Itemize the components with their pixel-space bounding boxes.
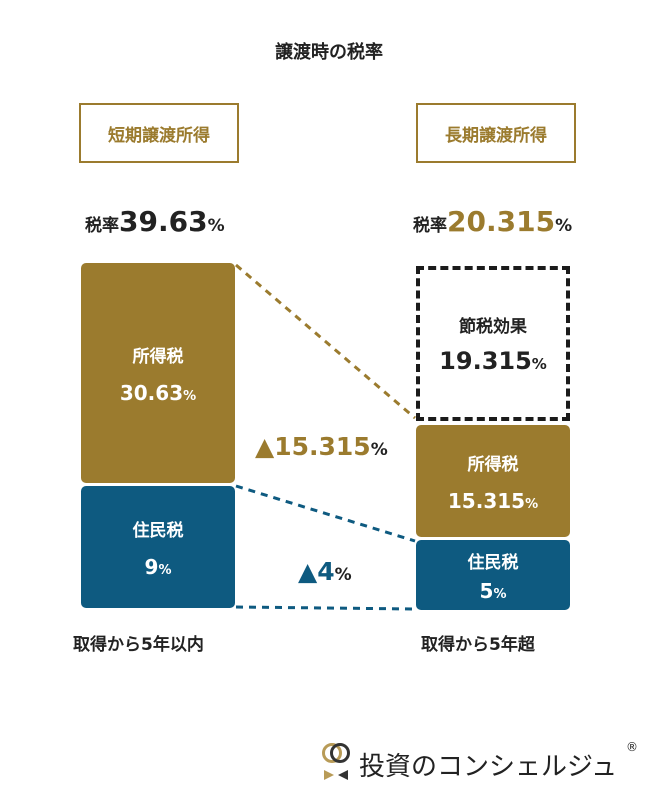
rate-prefix: 税率 [85,216,119,236]
rate-value: 39.63 [119,205,208,238]
bar-value: 9% [145,555,172,579]
delta-value: ▲15.315 [255,432,371,461]
long-term-rate: 税率20.315% [413,205,572,238]
short-term-footer: 取得から5年以内 [73,635,204,655]
short-term-rate: 税率39.63% [85,205,225,238]
short-income-tax-bar: 所得税 30.63% [81,263,235,483]
income-connector-line [235,263,416,420]
delta-unit: % [370,440,388,460]
rate-value: 20.315 [447,205,556,238]
long-resident-tax-bar: 住民税 5% [416,540,570,610]
bar-value: 5% [480,579,507,603]
value-unit: % [493,586,507,602]
value-unit: % [525,496,539,512]
value-unit: % [183,388,197,404]
value-number: 30.63 [119,380,184,405]
registered-mark: ® [626,740,638,754]
value-number: 5 [479,578,494,603]
rate-unit: % [207,216,225,236]
resident-upper-connector-line [235,484,416,543]
bar-value: 30.63% [120,381,196,405]
brand-logo-icon [322,743,350,780]
value-unit: % [158,562,172,578]
long-income-tax-bar: 所得税 15.315% [416,425,570,537]
saving-value: 19.315% [439,347,547,375]
value-number: 15.315 [447,488,526,513]
resident-lower-connector-line [235,605,416,611]
bar-label: 所得税 [467,454,519,475]
value-unit: % [531,355,547,373]
resident-tax-difference: ▲4% [298,557,352,586]
bar-label: 住民税 [467,552,519,573]
long-term-tag: 長期譲渡所得 [416,103,576,163]
bar-label: 所得税 [132,346,184,367]
value-number: 9 [144,554,159,579]
bar-label: 住民税 [132,520,184,541]
long-term-footer: 取得から5年超 [421,635,535,655]
rate-unit: % [555,216,573,236]
saving-label: 節税効果 [459,317,527,337]
page-title: 譲渡時の税率 [275,42,383,63]
value-number: 19.315 [439,347,532,375]
delta-unit: % [334,565,352,585]
rate-prefix: 税率 [413,216,447,236]
delta-value: ▲4 [298,557,335,586]
income-tax-difference: ▲15.315% [255,432,388,461]
brand-name: 投資のコンシェルジュ [359,752,618,782]
bar-value: 15.315% [448,489,538,513]
short-term-tag: 短期譲渡所得 [79,103,239,163]
tax-saving-box: 節税効果 19.315% [416,266,570,421]
short-resident-tax-bar: 住民税 9% [81,486,235,608]
